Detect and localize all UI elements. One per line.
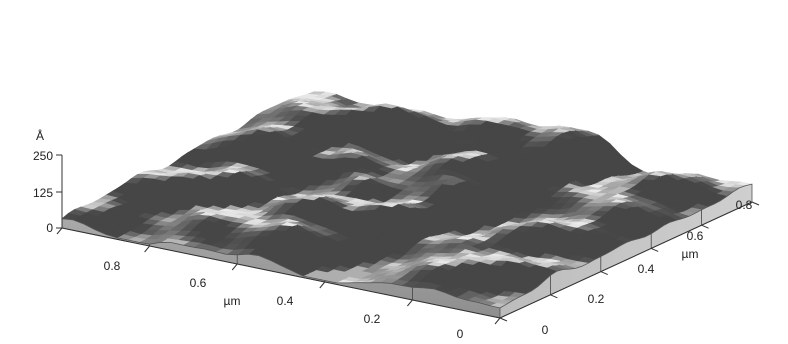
front-wall xyxy=(61,218,501,319)
front-tick-mark xyxy=(231,263,238,271)
right-tick-mark xyxy=(600,271,608,276)
z-unit-label: Å xyxy=(36,128,44,143)
right-tick-mark xyxy=(550,294,558,299)
right-tick-mark xyxy=(701,224,709,229)
front-tick-label: 0.8 xyxy=(104,259,121,273)
side-walls xyxy=(56,183,760,325)
front-tick-mark xyxy=(494,317,501,325)
front-tick-label: 0.6 xyxy=(190,276,207,290)
z-tick-label: 250 xyxy=(33,149,53,163)
z-tick-label: 125 xyxy=(33,186,53,200)
front-tick-mark xyxy=(56,227,63,235)
right-wall xyxy=(499,183,753,319)
right-tick-label: 0.4 xyxy=(638,262,655,276)
right-tick-label: 0.8 xyxy=(736,198,753,212)
surface xyxy=(61,91,753,309)
front-tick-mark xyxy=(319,281,326,289)
right-tick-mark xyxy=(751,201,760,206)
right-tick-label: 0.6 xyxy=(687,229,704,243)
front-tick-label: 0.4 xyxy=(277,294,294,308)
front-tick-mark xyxy=(144,245,150,253)
front-tick-label: 0.2 xyxy=(364,312,381,326)
front-tick-label: 0 xyxy=(457,327,464,341)
right-axis: 0 0.2 0.4 0.6 0.8 µm xyxy=(499,198,753,337)
z-tick-label: 0 xyxy=(46,221,53,235)
front-tick-mark xyxy=(407,299,413,307)
right-tick-mark xyxy=(651,247,659,252)
right-tick-label: 0.2 xyxy=(588,292,605,306)
z-axis: Å 250 125 0 xyxy=(33,128,63,235)
front-axis-label: µm xyxy=(224,294,241,308)
right-axis-label: µm xyxy=(682,247,699,261)
right-tick-mark xyxy=(499,317,508,322)
right-tick-label: 0 xyxy=(542,323,549,337)
front-axis: 0.8 0.6 0.4 0.2 0 µm xyxy=(61,227,501,341)
